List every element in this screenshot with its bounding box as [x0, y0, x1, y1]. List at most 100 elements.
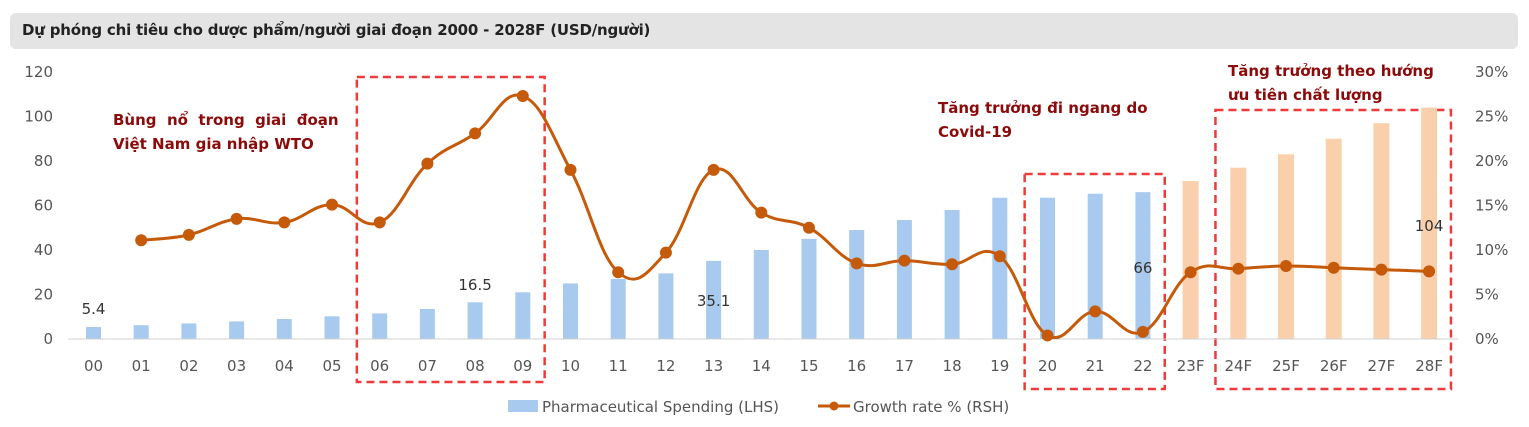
y-tick-label: 0: [43, 330, 53, 348]
x-tick-label: 07: [418, 357, 437, 375]
x-tick-label: 02: [179, 357, 198, 375]
highlight-box-06-09: [355, 75, 546, 384]
y2-tick-label: 15%: [1475, 197, 1508, 215]
bar-18: [944, 209, 960, 339]
bar-08: [467, 302, 483, 339]
x-tick-label: 00: [84, 357, 103, 375]
x-tick-label: 14: [752, 357, 771, 375]
bar-13: [706, 260, 722, 339]
growth-point-06: [373, 216, 386, 229]
legend-label-growth: Growth rate % (RSH): [853, 398, 1009, 416]
x-tick-label: 04: [275, 357, 294, 375]
highlight-box-20-22: [1023, 172, 1167, 391]
growth-point-12: [659, 246, 672, 259]
growth-point-09: [516, 90, 529, 103]
annotation-2-line-2: Covid-19: [938, 123, 1012, 141]
y-tick-label: 60: [34, 197, 53, 215]
legend: Pharmaceutical Spending (LHS) Growth rat…: [508, 398, 1009, 416]
bar-09: [515, 292, 531, 339]
legend-label-spending: Pharmaceutical Spending (LHS): [542, 398, 779, 416]
bar-00: [86, 326, 101, 339]
bar-10: [563, 283, 578, 339]
bar-28F: [1421, 107, 1438, 339]
growth-point-15: [803, 221, 815, 234]
y2-tick-label: 30%: [1475, 63, 1508, 81]
bar-23F: [1182, 181, 1199, 339]
growth-point-14: [755, 206, 768, 219]
x-tick-label: 12: [656, 357, 675, 375]
growth-point-26F: [1327, 261, 1340, 274]
y2-tick-label: 20%: [1475, 152, 1508, 170]
data-label-22: 66: [1133, 259, 1152, 277]
bar-06: [372, 313, 388, 339]
data-label-13: 35.1: [697, 292, 730, 310]
x-tick-label: 05: [322, 357, 341, 375]
x-tick-label: 15: [799, 357, 818, 375]
bar-19: [992, 197, 1008, 339]
growth-point-25F: [1280, 260, 1292, 273]
growth-point-17: [898, 254, 911, 267]
growth-point-11: [612, 266, 625, 279]
x-tick-label: 09: [513, 357, 532, 375]
bar-17: [896, 219, 912, 339]
bar-27F: [1373, 123, 1390, 339]
x-tick-label: 26F: [1320, 357, 1348, 375]
bar-14: [753, 250, 769, 339]
growth-line: [135, 90, 1436, 342]
x-tick-label: 10: [561, 357, 580, 375]
bar-16: [849, 229, 865, 339]
x-tick-label: 23F: [1177, 357, 1205, 375]
y-tick-label: 120: [24, 63, 53, 81]
bar-15: [801, 238, 817, 339]
bar-02: [181, 323, 197, 339]
legend-swatch-spending: [508, 400, 538, 412]
highlight-box-24F-28F: [1214, 108, 1453, 391]
y-tick-label: 40: [34, 241, 53, 259]
growth-point-07: [421, 157, 434, 170]
data-labels: 5.4 16.5 35.1 66 104: [82, 217, 1444, 318]
growth-point-23F: [1184, 266, 1197, 279]
annotation-2-line-1: Tăng trưởng đi ngang do: [938, 99, 1148, 117]
x-tick-label: 06: [370, 357, 389, 375]
x-tick-label: 13: [704, 357, 723, 375]
annotation-1-line-1: Bùng nổ trong giai đoạn: [113, 110, 339, 129]
growth-point-19: [993, 250, 1006, 263]
y2-tick-label: 10%: [1475, 241, 1508, 259]
data-label-08: 16.5: [458, 276, 491, 294]
bars: [86, 107, 1438, 339]
growth-point-13: [707, 163, 720, 176]
bar-20: [1040, 197, 1055, 339]
highlight-boxes: [355, 75, 1453, 391]
x-tick-label: 17: [895, 357, 914, 375]
growth-point-08: [469, 127, 482, 140]
annotations: Bùng nổ trong giai đoạn Việt Nam gia nhập…: [113, 62, 1434, 153]
x-tick-label: 16: [847, 357, 866, 375]
x-tick-label: 18: [943, 357, 962, 375]
x-tick-label: 25F: [1272, 357, 1300, 375]
growth-point-22: [1136, 325, 1149, 338]
data-label-28F: 104: [1415, 217, 1444, 235]
x-tick-label: 22: [1133, 357, 1152, 375]
y-tick-label: 100: [24, 108, 53, 126]
growth-point-03: [230, 212, 243, 225]
growth-point-02: [182, 228, 195, 241]
annotation-3-line-1: Tăng trưởng theo hướng: [1228, 62, 1434, 80]
bar-24F: [1230, 167, 1247, 339]
bar-22: [1135, 192, 1151, 339]
bar-21: [1087, 193, 1103, 339]
x-tick-label: 19: [990, 357, 1009, 375]
bar-05: [324, 316, 340, 339]
y2-tick-label: 25%: [1475, 108, 1508, 126]
bar-03: [229, 321, 245, 339]
bar-11: [610, 278, 626, 339]
x-tick-label: 20: [1038, 357, 1057, 375]
x-tick-label: 28F: [1415, 357, 1443, 375]
growth-point-04: [278, 216, 291, 229]
x-tick-label: 01: [132, 357, 151, 375]
x-tick-label: 27F: [1368, 357, 1396, 375]
x-tick-label: 11: [609, 357, 628, 375]
y2-tick-label: 5%: [1475, 286, 1499, 304]
y-tick-label: 20: [34, 286, 53, 304]
growth-point-18: [946, 258, 959, 271]
growth-point-01: [135, 234, 148, 247]
